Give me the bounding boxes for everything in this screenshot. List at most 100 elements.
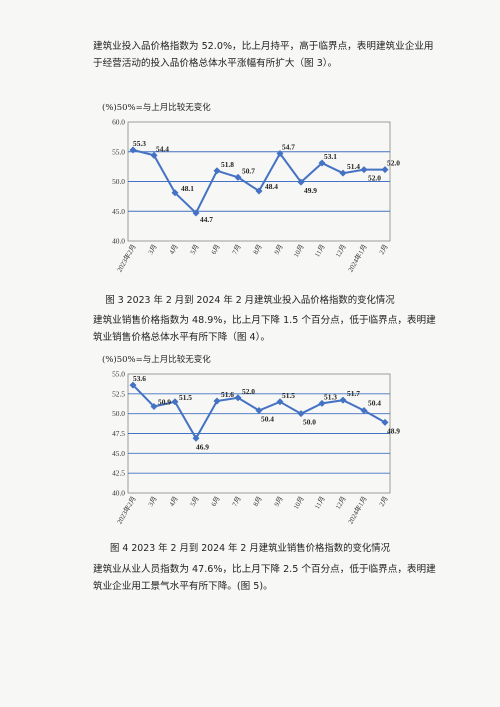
- y-tick-label: 50.0: [112, 177, 125, 186]
- data-label: 52.0: [242, 387, 255, 396]
- data-label: 55.3: [133, 139, 146, 148]
- chart-unit-label: (%)50%=与上月比较无变化: [102, 354, 211, 365]
- data-point: [339, 396, 347, 404]
- data-label: 48.9: [387, 426, 400, 435]
- paragraph-input-price: 建筑业投入品价格指数为 52.0%，比上月持平，高于临界点，表明建筑业企业用于经…: [93, 41, 434, 69]
- data-label: 52.0: [368, 174, 381, 183]
- data-point: [381, 418, 389, 426]
- data-point: [276, 398, 284, 406]
- data-point: [255, 187, 263, 195]
- x-tick-label: 4月: [168, 243, 180, 256]
- data-label: 51.6: [221, 390, 234, 399]
- x-tick-label: 7月: [231, 243, 243, 256]
- data-label: 49.9: [304, 186, 317, 195]
- data-label: 54.7: [282, 143, 295, 152]
- y-tick-label: 60.0: [112, 118, 125, 127]
- data-label: 53.1: [324, 152, 337, 161]
- chart-unit-label: (%)50%=与上月比较无变化: [102, 102, 211, 113]
- x-tick-label: 5月: [189, 495, 201, 508]
- y-tick-label: 50.0: [112, 409, 125, 418]
- caption-figure-4: 图 4 2023 年 2 月到 2024 年 2 月建筑业销售价格指数的变化情况: [110, 543, 390, 554]
- data-point: [297, 178, 305, 186]
- chart-input-price-svg: (%)50%=与上月比较无变化 40.0 45.0 50.0 55.0 60.0 2023年…: [102, 102, 400, 274]
- data-point: [150, 151, 158, 159]
- x-tick-label: 10月: [292, 495, 306, 511]
- x-tick-label: 6月: [210, 243, 222, 256]
- y-tick-label: 45.0: [112, 449, 125, 458]
- x-tick-label: 12月: [334, 495, 348, 511]
- y-tick-label: 55.0: [112, 370, 125, 379]
- x-tick-label: 2月: [378, 495, 390, 508]
- x-tick-label: 2月: [378, 243, 390, 256]
- data-point: [150, 403, 158, 411]
- data-label: 46.9: [196, 442, 209, 451]
- chart-sales-price: (%)50%=与上月比较无变化 40.0 42.5 45.0 47.5 50.0 52.5 5…: [90, 350, 410, 540]
- data-label: 52.0: [387, 159, 400, 168]
- data-label: 50.4: [368, 398, 381, 407]
- data-point: [129, 381, 137, 389]
- y-tick-label: 45.0: [112, 207, 125, 216]
- y-tick-label: 40.0: [112, 237, 125, 246]
- x-tick-label: 9月: [273, 495, 285, 508]
- data-point: [234, 394, 242, 402]
- data-label: 53.6: [133, 374, 146, 383]
- data-point: [255, 406, 263, 415]
- data-point: [360, 166, 368, 174]
- x-tick-label: 6月: [210, 495, 222, 508]
- data-label: 50.9: [158, 398, 171, 407]
- data-label: 51.5: [179, 393, 192, 402]
- data-point: [171, 398, 179, 406]
- data-label: 51.4: [347, 162, 360, 171]
- data-label: 50.0: [303, 418, 316, 427]
- data-label: 51.3: [324, 392, 337, 401]
- data-point: [213, 167, 221, 175]
- x-tick-label: 4月: [168, 495, 180, 508]
- data-point: [129, 146, 137, 154]
- x-tick-label: 9月: [273, 243, 285, 256]
- data-label: 50.4: [261, 414, 274, 423]
- data-point: [297, 410, 305, 418]
- x-tick-label: 2024年1月: [346, 495, 369, 526]
- y-tick-label: 52.5: [112, 389, 125, 398]
- caption-figure-3: 图 3 2023 年 2 月到 2024 年 2 月建筑业投入品价格指数的变化情…: [105, 295, 395, 306]
- x-tick-label: 10月: [292, 243, 306, 259]
- data-point: [192, 209, 200, 217]
- paragraph-employment: 建筑业从业人员指数为 47.6%，比上月下降 2.5 个百分点，低于临界点，表明…: [93, 564, 436, 592]
- y-tick-label: 47.5: [112, 429, 125, 438]
- x-tick-label: 2023年2月: [115, 243, 138, 274]
- data-label: 50.7: [242, 166, 255, 175]
- x-tick-label: 3月: [147, 243, 159, 256]
- chart-input-price: (%)50%=与上月比较无变化 40.0 45.0 50.0 55.0 60.0 2023年…: [90, 98, 410, 288]
- data-point: [318, 399, 326, 407]
- data-point: [276, 150, 284, 158]
- data-point: [339, 169, 347, 177]
- data-label: 51.5: [282, 391, 295, 400]
- chart-sales-price-svg: (%)50%=与上月比较无变化 40.0 42.5 45.0 47.5 50.0 52.5 5…: [102, 354, 400, 526]
- paragraph-sales-price: 建筑业销售价格指数为 48.9%，比上月下降 1.5 个百分点，低于临界点，表明…: [93, 315, 436, 343]
- data-label: 51.7: [347, 389, 360, 398]
- data-label: 54.4: [156, 144, 169, 153]
- data-label: 48.4: [265, 182, 278, 191]
- data-label: 44.7: [200, 215, 213, 224]
- data-point: [318, 159, 326, 167]
- x-tick-label: 2023年2月: [115, 495, 138, 526]
- x-tick-label: 5月: [189, 243, 201, 256]
- x-tick-label: 8月: [252, 495, 264, 508]
- data-point: [213, 397, 221, 405]
- data-label: 48.1: [181, 184, 194, 193]
- x-tick-label: 11月: [313, 495, 327, 511]
- x-tick-label: 8月: [252, 243, 264, 256]
- y-tick-label: 40.0: [112, 489, 125, 498]
- y-tick-label: 42.5: [112, 469, 125, 478]
- x-tick-label: 11月: [313, 243, 327, 259]
- x-tick-label: 12月: [334, 243, 348, 259]
- x-tick-label: 7月: [231, 495, 243, 508]
- y-tick-label: 55.0: [112, 147, 125, 156]
- x-tick-label: 3月: [147, 495, 159, 508]
- data-point: [171, 189, 179, 197]
- data-point: [192, 434, 200, 442]
- data-point: [381, 166, 389, 174]
- data-point: [360, 406, 368, 415]
- data-point: [234, 173, 242, 181]
- x-tick-label: 2024年1月: [346, 243, 369, 274]
